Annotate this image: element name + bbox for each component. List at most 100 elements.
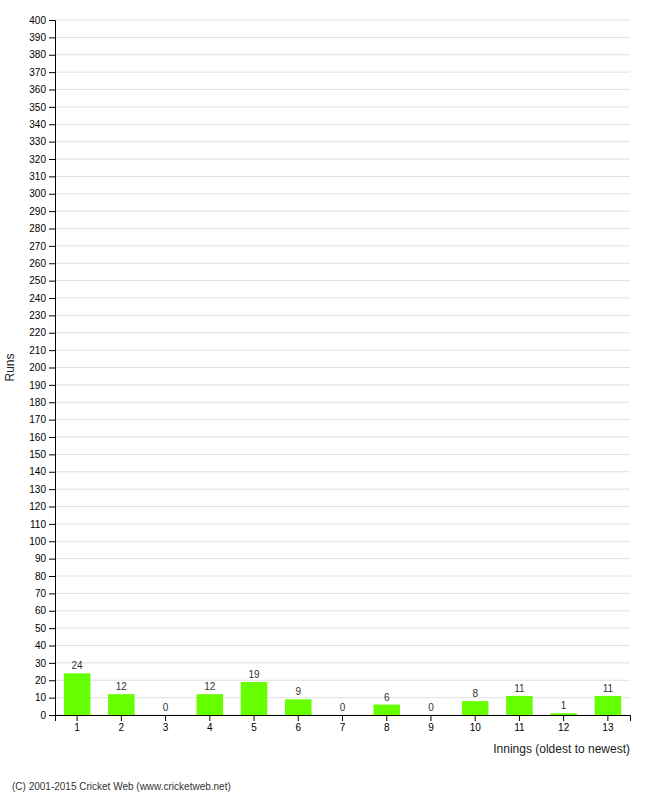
tick-label: 200 [29,362,46,373]
tick: 400 [29,15,55,26]
tick-mark [49,37,55,38]
tick-label: 350 [29,102,46,113]
grid-line [55,489,630,490]
tick-label: 320 [29,154,46,165]
tick: 10 [470,715,482,733]
tick-mark [49,176,55,177]
tick-mark [49,142,55,143]
tick-label: 90 [35,553,47,564]
bar [595,696,622,715]
tick-label: 50 [35,623,47,634]
tick: 6 [295,715,301,733]
tick-mark [49,368,55,369]
bar [64,673,91,715]
grid-line [55,332,630,333]
tick-label: 4 [207,722,213,733]
bar [241,682,268,715]
tick-label: 7 [340,722,346,733]
tick-label: 290 [29,206,46,217]
tick: 220 [29,327,55,338]
tick-mark [49,437,55,438]
tick: 250 [29,275,55,286]
tick: 7 [340,715,346,733]
tick-label: 340 [29,119,46,130]
tick: 280 [29,223,55,234]
tick-label: 180 [29,397,46,408]
tick-label: 260 [29,258,46,269]
tick-label: 60 [35,605,47,616]
tick: 4 [207,715,213,733]
axis-line [56,716,631,722]
tick-label: 0 [40,710,46,721]
tick-label: 330 [29,136,46,147]
tick-mark [342,715,343,721]
tick-label: 300 [29,188,46,199]
tick-mark [209,715,210,721]
grid-line [55,20,630,21]
tick: 360 [29,84,55,95]
tick-label: 10 [470,722,482,733]
tick-label: 30 [35,658,47,669]
tick: 10 [35,692,55,703]
tick: 2 [119,715,125,733]
tick-mark [49,124,55,125]
tick-label: 310 [29,171,46,182]
grid-line [55,645,630,646]
tick-mark [49,350,55,351]
tick-label: 270 [29,241,46,252]
tick-label: 170 [29,414,46,425]
grid-line [55,193,630,194]
tick-mark [49,524,55,525]
tick-mark [165,715,166,721]
grid-line [55,384,630,385]
grid-line [55,106,630,107]
tick-label: 370 [29,67,46,78]
tick: 9 [428,715,434,733]
tick: 370 [29,67,55,78]
data-label: 11 [603,683,614,694]
tick-mark [49,333,55,334]
grid-line [55,280,630,281]
y-axis: 0102030405060708090100110120130140150160… [29,15,55,721]
tick-label: 80 [35,571,47,582]
grid-line [55,402,630,403]
tick-mark [49,454,55,455]
bar [108,694,135,715]
tick-label: 190 [29,380,46,391]
tick-label: 70 [35,588,47,599]
tick-mark [49,402,55,403]
data-label: 6 [384,692,390,703]
tick-mark [49,90,55,91]
tick-label: 150 [29,449,46,460]
tick-mark [49,680,55,681]
tick-mark [49,20,55,21]
tick-mark [49,472,55,473]
grid-line [55,697,630,698]
tick-mark [49,646,55,647]
data-label: 0 [340,702,346,713]
tick-label: 3 [163,722,169,733]
grid-line [55,419,630,420]
tick-mark [49,72,55,73]
tick: 320 [29,154,55,165]
axis-line [49,21,56,716]
tick: 90 [35,553,55,564]
bar [329,715,356,716]
tick: 160 [29,432,55,443]
tick: 12 [558,715,570,733]
tick: 230 [29,310,55,321]
tick: 190 [29,380,55,391]
tick: 11 [514,715,525,733]
grid-line [55,350,630,351]
tick: 170 [29,414,55,425]
tick-mark [49,229,55,230]
tick-mark [49,263,55,264]
tick: 20 [35,675,55,686]
tick-mark [49,211,55,212]
grid-line [55,454,630,455]
grid-line [55,89,630,90]
grid-line [55,228,630,229]
grid-line [55,628,630,629]
data-label: 0 [163,702,169,713]
tick: 8 [384,715,390,733]
